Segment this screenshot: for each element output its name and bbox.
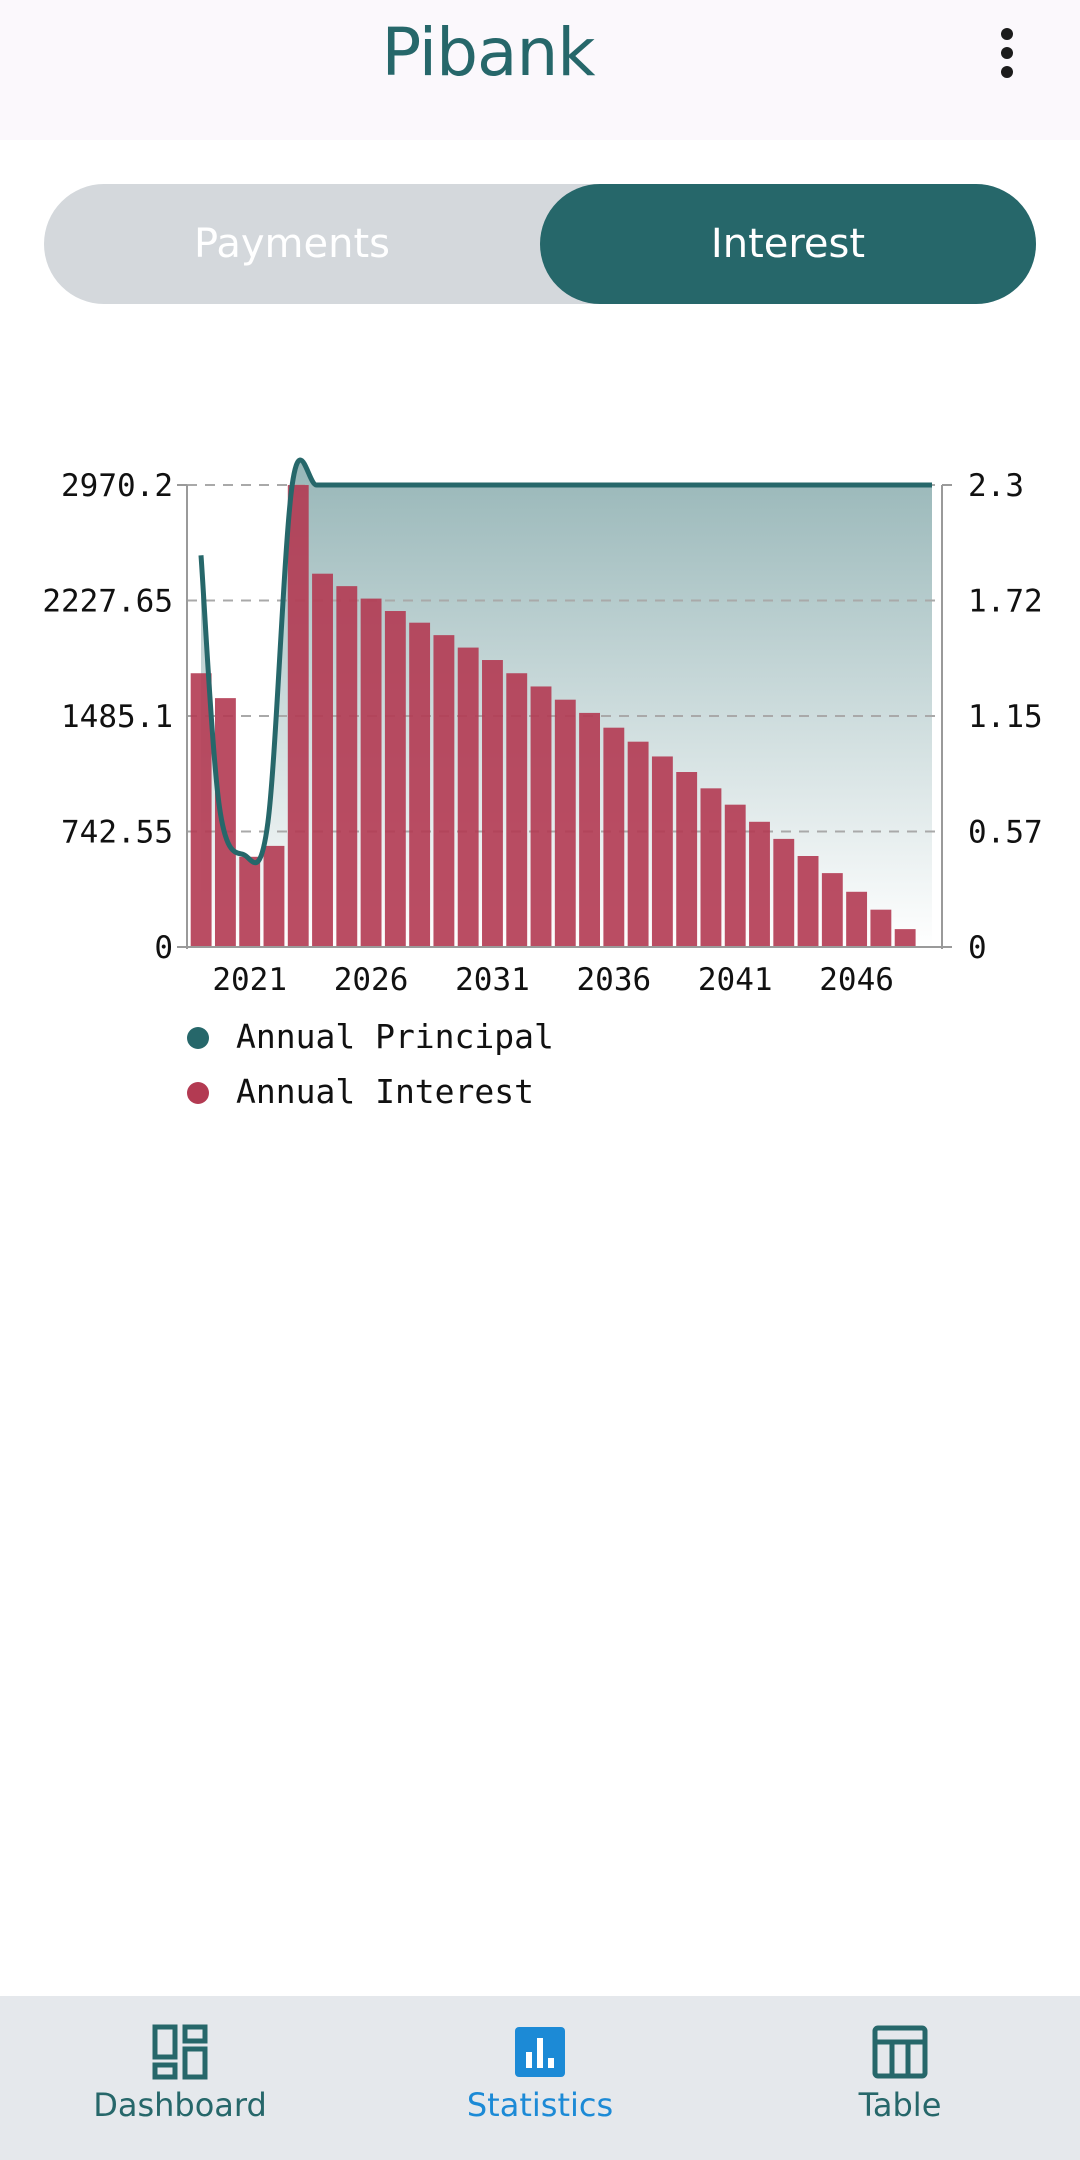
interest-bar: [506, 673, 528, 947]
nav-dashboard[interactable]: Dashboard: [30, 1996, 330, 2160]
table-icon: [872, 2025, 928, 2079]
interest-bar: [530, 686, 552, 947]
interest-bar: [554, 699, 576, 947]
interest-bar: [846, 891, 868, 947]
legend-label: Annual Interest: [236, 1072, 534, 1111]
y-left-tick-label: 2970.2: [61, 468, 173, 504]
more-vert-icon[interactable]: [982, 22, 1032, 84]
y-left-tick-label: 2227.65: [42, 584, 173, 620]
interest-bar: [433, 635, 455, 947]
interest-bar: [190, 673, 212, 947]
interest-bar: [214, 698, 236, 947]
y-right-tick-label: 1.72: [968, 584, 1043, 620]
legend-label: Annual Principal: [236, 1017, 554, 1056]
interest-bar: [409, 622, 431, 947]
interest-bar: [312, 573, 333, 947]
interest-bar: [457, 647, 479, 947]
interest-bar: [724, 804, 746, 947]
y-left-tick-label: 742.55: [61, 815, 173, 851]
y-right-tick-label: 0: [968, 930, 987, 966]
principal-line: [198, 457, 932, 866]
menu-dot: [1001, 28, 1013, 40]
interest-bar: [700, 788, 722, 947]
payments-interest-toggle: Payments Interest: [44, 184, 1036, 304]
interest-bar: [651, 756, 673, 947]
interest-bar: [360, 598, 382, 947]
interest-bar: [894, 929, 916, 947]
x-tick-label: 2046: [819, 962, 894, 998]
menu-dot: [1001, 47, 1013, 59]
dashboard-icon: [152, 2024, 208, 2080]
x-tick-label: 2041: [698, 962, 773, 998]
interest-bar: [749, 821, 770, 947]
menu-dot: [1001, 66, 1013, 78]
y-right-tick-label: 1.15: [968, 699, 1043, 735]
interest-bar: [821, 873, 843, 947]
legend-marker: [187, 1027, 209, 1049]
y-right-tick-label: 2.3: [968, 468, 1024, 504]
y-left-tick-label: 0: [154, 930, 173, 966]
nav-statistics-label: Statistics: [466, 2086, 614, 2124]
tab-payments[interactable]: Payments: [194, 221, 390, 267]
statistics-icon: [515, 2027, 565, 2077]
interest-bar: [482, 660, 503, 947]
interest-bar: [870, 909, 892, 947]
interest-bar: [579, 712, 601, 947]
x-tick-label: 2031: [455, 962, 530, 998]
interest-bar: [773, 838, 795, 947]
interest-bar: [336, 586, 358, 947]
interest-bar: [287, 485, 309, 947]
interest-bar: [676, 772, 698, 947]
interest-bar: [263, 845, 285, 947]
interest-bar: [239, 856, 261, 947]
bottom-navigation: Dashboard Statistics Table: [0, 1996, 1080, 2160]
x-tick-label: 2026: [334, 962, 409, 998]
nav-table-label: Table: [858, 2086, 942, 2124]
interest-bar: [627, 741, 649, 947]
tab-interest[interactable]: Interest: [540, 184, 1036, 304]
nav-dashboard-label: Dashboard: [93, 2086, 267, 2124]
app-title: Pibank: [381, 14, 595, 91]
nav-statistics[interactable]: Statistics: [390, 1996, 690, 2160]
x-tick-label: 2036: [577, 962, 652, 998]
x-tick-label: 2021: [212, 962, 287, 998]
interest-bar: [384, 611, 406, 947]
interest-bar: [797, 856, 819, 947]
interest-bar: [603, 727, 625, 947]
y-left-tick-label: 1485.1: [61, 699, 173, 735]
y-right-tick-label: 0.57: [968, 815, 1043, 851]
top-app-bar: Pibank: [0, 0, 1080, 140]
nav-table[interactable]: Table: [750, 1996, 1050, 2160]
interest-chart: 0 742.55 1485.1 2227.65 2970.2 0 0.57 1.15 1.72 2…: [42, 457, 1043, 1111]
legend-marker: [187, 1082, 209, 1104]
